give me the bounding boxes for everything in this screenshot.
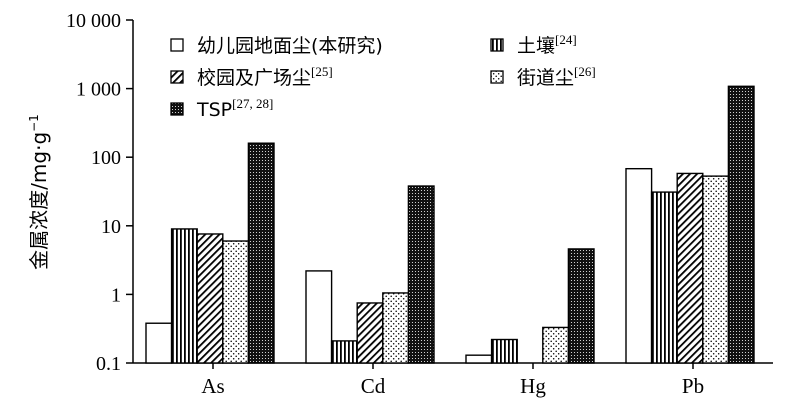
- legend-label-name: TSP: [196, 99, 232, 121]
- bar-hg-series-5: [567, 248, 595, 364]
- legend-label-reference: [26]: [574, 64, 596, 79]
- bar-as-series-5: [247, 142, 275, 364]
- y-tick-label-1-000: 1 000: [76, 79, 121, 101]
- bar-as-series-1: [145, 322, 173, 364]
- bar-cd-series-4: [382, 292, 410, 364]
- category-label-cd: Cd: [361, 374, 386, 398]
- bar-cd-series-3: [356, 302, 384, 364]
- legend-item-4: 街道尘[26]: [490, 64, 596, 89]
- bar-pb-series-1: [625, 167, 653, 364]
- legend-label-name: 街道尘: [517, 67, 574, 89]
- legend-label: 幼儿园地面尘(本研究): [197, 35, 383, 57]
- x-axis: [133, 362, 773, 369]
- category-label-pb: Pb: [682, 374, 704, 398]
- category-labels: As Cd Hg Pb: [201, 374, 704, 398]
- legend-swatch: [170, 102, 184, 116]
- y-tick-labels: 0.1 1 10 100 1 000 10 000: [66, 10, 121, 375]
- bar-cd-series-5: [407, 185, 435, 364]
- y-axis: [126, 19, 134, 364]
- legend-label: 街道尘[26]: [517, 64, 596, 89]
- bar-pb-series-2: [650, 191, 678, 364]
- legend: 幼儿园地面尘(本研究) 土壤[24] 校园及广场尘[25] 街道尘[26] TSP[27…: [170, 32, 596, 121]
- legend-item-2: 土壤[24]: [490, 32, 577, 57]
- y-axis-label: 金属浓度/mg·g−1: [27, 114, 51, 270]
- legend-label: TSP[27, 28]: [196, 96, 273, 121]
- y-tick-label-10-000: 10 000: [66, 10, 121, 32]
- legend-label-name: 幼儿园地面尘(本研究): [197, 35, 383, 57]
- legend-label-reference: [24]: [555, 32, 577, 47]
- bar-hg-series-4: [542, 326, 570, 364]
- legend-item-5: TSP[27, 28]: [170, 96, 273, 121]
- y-axis-label-main: 金属浓度/mg·g: [27, 132, 51, 270]
- legend-label: 土壤[24]: [517, 32, 577, 57]
- bar-pb-series-3: [676, 172, 704, 364]
- legend-swatch: [170, 38, 184, 52]
- legend-item-1: 幼儿园地面尘(本研究): [170, 35, 383, 57]
- y-tick-label-10: 10: [101, 216, 121, 238]
- y-tick-label-1: 1: [111, 284, 121, 306]
- bars: [145, 85, 755, 364]
- category-label-hg: Hg: [520, 374, 546, 398]
- legend-item-3: 校园及广场尘[25]: [170, 64, 333, 89]
- legend-label-name: 校园及广场尘: [197, 67, 311, 89]
- category-label-as: As: [201, 374, 224, 398]
- legend-label: 校园及广场尘[25]: [197, 64, 333, 89]
- bar-cd-series-2: [330, 340, 358, 364]
- bar-hg-series-2: [490, 338, 518, 364]
- bar-as-series-4: [222, 240, 250, 364]
- bar-as-series-2: [170, 228, 198, 364]
- bar-hg-series-1: [465, 354, 493, 364]
- legend-label-name: 土壤: [517, 35, 555, 57]
- y-tick-label-0-1: 0.1: [96, 353, 121, 375]
- bar-cd-series-1: [305, 270, 333, 364]
- legend-label-reference: [25]: [311, 64, 333, 79]
- legend-swatch: [490, 38, 504, 52]
- y-axis-label-exponent: −1: [27, 114, 41, 132]
- bar-as-series-3: [196, 233, 224, 364]
- legend-swatch: [490, 70, 504, 84]
- legend-label-reference: [27, 28]: [232, 96, 273, 111]
- bar-pb-series-5: [727, 85, 755, 364]
- y-tick-label-100: 100: [91, 147, 121, 169]
- bar-pb-series-4: [702, 175, 730, 364]
- legend-swatch: [170, 70, 184, 84]
